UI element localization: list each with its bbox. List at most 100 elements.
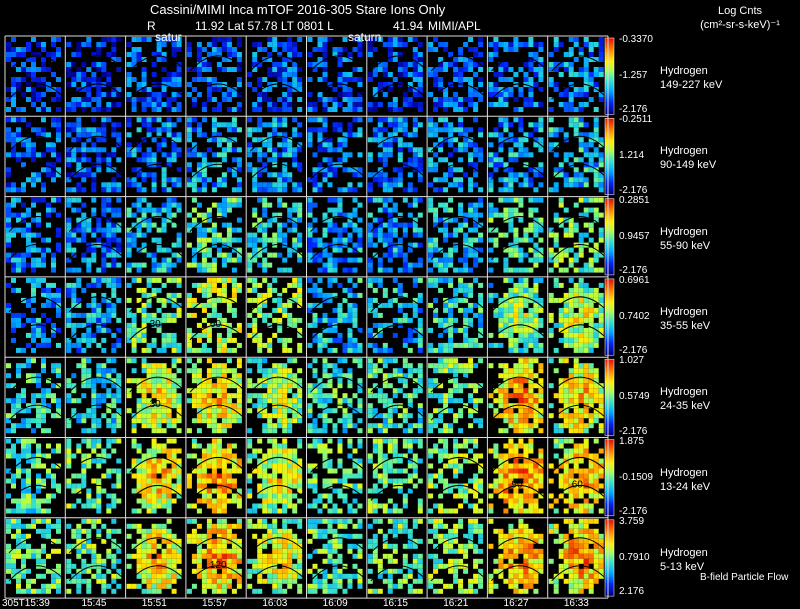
heatmap-pixel	[367, 327, 373, 333]
heatmap-pixel	[71, 122, 77, 128]
heatmap-pixel	[287, 358, 293, 364]
heatmap-pixel	[231, 403, 237, 409]
heatmap-pixel	[101, 197, 107, 203]
heatmap-pixel	[226, 67, 232, 72]
heatmap-pixel	[443, 257, 449, 263]
heatmap-pixel	[433, 347, 439, 353]
heatmap-pixel	[136, 262, 142, 268]
heatmap-pixel	[473, 403, 479, 409]
heatmap-pixel	[51, 72, 56, 77]
colorbar-segment	[605, 186, 614, 190]
heatmap-pixel	[216, 403, 222, 409]
heatmap-pixel	[292, 162, 298, 168]
heatmap-pixel	[498, 92, 504, 97]
heatmap-pixel	[292, 132, 298, 138]
heatmap-pixel	[161, 152, 167, 158]
heatmap-pixel	[518, 147, 524, 153]
heatmap-pixel	[161, 282, 167, 288]
heatmap-pixel	[583, 142, 589, 148]
heatmap-pixel	[56, 152, 61, 158]
heatmap-pixel	[382, 322, 388, 328]
heatmap-pixel	[382, 418, 388, 424]
heatmap-pixel	[563, 152, 569, 158]
heatmap-pixel	[428, 282, 434, 288]
heatmap-pixel	[161, 368, 167, 374]
heatmap-pixel	[598, 47, 604, 52]
heatmap-pixel	[387, 57, 393, 62]
colorbar-segment	[605, 328, 614, 331]
heatmap-pixel	[76, 147, 82, 153]
heatmap-pixel	[347, 247, 353, 253]
heatmap-pixel	[558, 92, 564, 97]
heatmap-pixel	[593, 197, 599, 203]
heatmap-pixel	[553, 232, 559, 238]
heatmap-pixel	[151, 92, 157, 97]
heatmap-pixel	[277, 202, 283, 208]
heatmap-pixel	[448, 327, 454, 333]
heatmap-pixel	[327, 317, 333, 323]
heatmap-pixel	[126, 252, 132, 258]
heatmap-pixel	[367, 212, 373, 218]
heatmap-pixel	[563, 337, 569, 343]
heatmap-pixel	[578, 378, 584, 384]
colorbar-segment	[605, 341, 614, 345]
heatmap-pixel	[397, 152, 403, 158]
heatmap-pixel	[518, 197, 524, 203]
heatmap-pixel	[151, 388, 157, 394]
heatmap-pixel	[327, 408, 333, 414]
heatmap-pixel	[46, 282, 51, 288]
heatmap-pixel	[498, 162, 504, 168]
heatmap-pixel	[357, 363, 363, 369]
heatmap-pixel	[342, 152, 348, 158]
heatmap-pixel	[236, 67, 242, 72]
heatmap-pixel	[583, 297, 589, 303]
heatmap-pixel	[317, 337, 323, 343]
heatmap-pixel	[583, 37, 589, 42]
heatmap-pixel	[221, 418, 227, 424]
heatmap-pixel	[337, 242, 343, 248]
heatmap-pixel	[347, 423, 353, 429]
colorbar-segment	[605, 173, 614, 177]
heatmap-pixel	[372, 107, 378, 112]
heatmap-pixel	[86, 368, 92, 374]
heatmap-pixel	[402, 383, 408, 389]
heatmap-pixel	[41, 102, 46, 107]
contour-line	[189, 244, 243, 260]
heatmap-pixel	[538, 378, 544, 384]
heatmap-pixel	[211, 77, 217, 82]
heatmap-pixel	[96, 77, 102, 82]
heatmap-pixel	[41, 413, 46, 419]
heatmap-pixel	[488, 332, 494, 338]
contour-line	[551, 244, 605, 260]
heatmap-pixel	[86, 242, 92, 248]
heatmap-pixel	[51, 122, 56, 128]
heatmap-pixel	[588, 317, 594, 323]
heatmap-pixel	[433, 127, 439, 133]
heatmap-pixel	[96, 107, 102, 112]
heatmap-pixel	[196, 232, 202, 238]
heatmap-pixel	[16, 393, 21, 399]
heatmap-pixel	[171, 297, 177, 303]
heatmap-pixel	[236, 187, 242, 193]
heatmap-pixel	[136, 332, 142, 338]
heatmap-pixel	[151, 363, 157, 369]
heatmap-pixel	[267, 122, 273, 128]
heatmap-pixel	[533, 423, 539, 429]
heatmap-pixel	[36, 383, 41, 389]
heatmap-pixel	[568, 368, 574, 374]
heatmap-pixel	[573, 342, 579, 348]
heatmap-pixel	[131, 337, 137, 343]
heatmap-pixel	[287, 152, 293, 158]
heatmap-pixel	[206, 237, 212, 243]
heatmap-pixel	[156, 57, 162, 62]
heatmap-pixel	[236, 252, 242, 258]
heatmap-pixel	[573, 182, 579, 188]
heatmap-pixel	[322, 368, 328, 374]
heatmap-pixel	[26, 403, 31, 409]
heatmap-pixel	[453, 368, 459, 374]
heatmap-pixel	[236, 287, 242, 293]
heatmap-pixel	[236, 237, 242, 243]
heatmap-pixel	[433, 107, 439, 112]
cell-r3-c5	[307, 277, 364, 353]
colorbar-segment	[605, 124, 614, 127]
